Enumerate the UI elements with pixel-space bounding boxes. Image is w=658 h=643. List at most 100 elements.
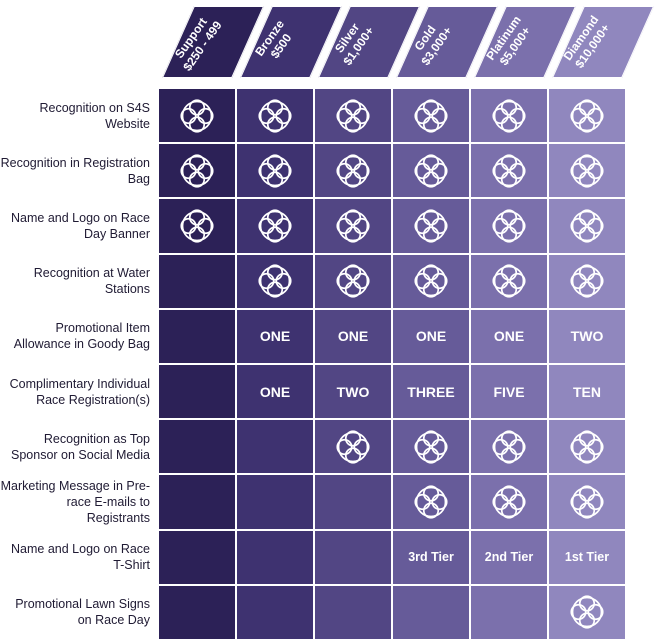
benefit-cell (392, 474, 470, 530)
tier-header-label: Gold $3,000+ (407, 16, 455, 68)
benefit-cell (236, 198, 314, 254)
benefit-value: ONE (259, 328, 291, 345)
circular-knot-icon (180, 154, 214, 188)
benefit-value: 1st Tier (564, 550, 610, 565)
benefit-cell (158, 529, 236, 585)
benefit-value: ONE (415, 328, 447, 345)
benefit-cell (392, 584, 470, 640)
circular-knot-icon (492, 154, 526, 188)
tier-header-label: Platinum $5,000+ (483, 13, 535, 71)
benefit-cell (158, 143, 236, 199)
benefit-cell (158, 584, 236, 640)
circular-knot-icon (492, 430, 526, 464)
circular-knot-icon (414, 154, 448, 188)
circular-knot-icon (414, 485, 448, 519)
circular-knot-icon (258, 99, 292, 133)
benefit-value: ONE (337, 328, 369, 345)
benefit-cell (548, 474, 626, 530)
benefit-cell (548, 419, 626, 475)
tier-header-text: Bronze $500 (240, 6, 310, 78)
benefit-value: 2nd Tier (484, 550, 534, 565)
tier-header-text: Diamond $10,000+ (552, 6, 622, 78)
benefit-value: TWO (570, 328, 604, 345)
circular-knot-icon (336, 264, 370, 298)
benefit-value: FIVE (493, 383, 525, 400)
benefit-cell (314, 584, 392, 640)
benefit-cell (236, 143, 314, 199)
benefit-cell (158, 198, 236, 254)
benefit-cell (470, 584, 548, 640)
benefit-cell: ONE (236, 308, 314, 364)
circular-knot-icon (180, 209, 214, 243)
benefit-cell: ONE (470, 308, 548, 364)
tier-header-label: Silver $1,000+ (329, 16, 377, 68)
benefit-row-label: Recognition on S4S Website (39, 100, 151, 131)
circular-knot-icon (336, 99, 370, 133)
tier-header-text: Support $250 - 499 (162, 6, 232, 78)
circular-knot-icon (258, 264, 292, 298)
benefit-cell (158, 474, 236, 530)
circular-knot-icon (570, 430, 604, 464)
benefit-cell (470, 143, 548, 199)
circular-knot-icon (414, 209, 448, 243)
tier-header-text: Silver $1,000+ (318, 6, 388, 78)
benefit-cell: TWO (314, 364, 392, 420)
benefit-cell (236, 419, 314, 475)
benefit-row-label: Recognition at Water Stations (33, 266, 150, 297)
circular-knot-icon (570, 485, 604, 519)
benefit-cell (158, 253, 236, 309)
benefit-cell (236, 474, 314, 530)
circular-knot-icon (180, 99, 214, 133)
circular-knot-icon (492, 485, 526, 519)
benefit-row-label: Recognition in Registration Bag (0, 155, 150, 186)
benefit-cell (158, 419, 236, 475)
benefit-cell (392, 143, 470, 199)
circular-knot-icon (336, 154, 370, 188)
tier-header-text: Gold $3,000+ (396, 6, 466, 78)
circular-knot-icon (258, 209, 292, 243)
benefit-cell (314, 253, 392, 309)
benefit-value: THREE (407, 383, 455, 400)
circular-knot-icon (414, 264, 448, 298)
benefit-cell (236, 584, 314, 640)
benefit-cell: ONE (392, 308, 470, 364)
benefit-cell (236, 529, 314, 585)
circular-knot-icon (570, 264, 604, 298)
benefit-cell (158, 308, 236, 364)
circular-knot-icon (570, 99, 604, 133)
benefit-cell: ONE (314, 308, 392, 364)
benefit-cell (158, 88, 236, 144)
benefit-cell (392, 419, 470, 475)
benefit-row-label: Promotional Item Allowance in Goody Bag (13, 321, 150, 352)
benefit-cell (470, 419, 548, 475)
benefit-cell (470, 88, 548, 144)
benefit-cell: 1st Tier (548, 529, 626, 585)
benefit-cell (392, 198, 470, 254)
benefit-cell (548, 253, 626, 309)
benefit-cell (314, 143, 392, 199)
circular-knot-icon (492, 99, 526, 133)
circular-knot-icon (414, 99, 448, 133)
benefit-cell: ONE (236, 364, 314, 420)
circular-knot-icon (258, 154, 292, 188)
circular-knot-icon (336, 430, 370, 464)
benefit-cell (548, 143, 626, 199)
benefit-value: TWO (336, 383, 370, 400)
benefit-cell: TEN (548, 364, 626, 420)
benefit-cell (548, 584, 626, 640)
benefit-cell (470, 253, 548, 309)
benefit-cell (236, 88, 314, 144)
tier-header-label: Support $250 - 499 (169, 10, 225, 73)
benefit-cell (548, 198, 626, 254)
benefit-cell (470, 474, 548, 530)
circular-knot-icon (492, 209, 526, 243)
benefit-value: 3rd Tier (408, 550, 454, 565)
tier-header-3: Gold $3,000+ (396, 6, 499, 78)
circular-knot-icon (336, 209, 370, 243)
benefit-row-label: Name and Logo on Race Day Banner (11, 210, 150, 241)
tier-header-4: Platinum $5,000+ (474, 6, 577, 78)
benefit-cell (314, 419, 392, 475)
benefit-cell: FIVE (470, 364, 548, 420)
benefit-cell (548, 88, 626, 144)
tier-header-text: Platinum $5,000+ (474, 6, 544, 78)
